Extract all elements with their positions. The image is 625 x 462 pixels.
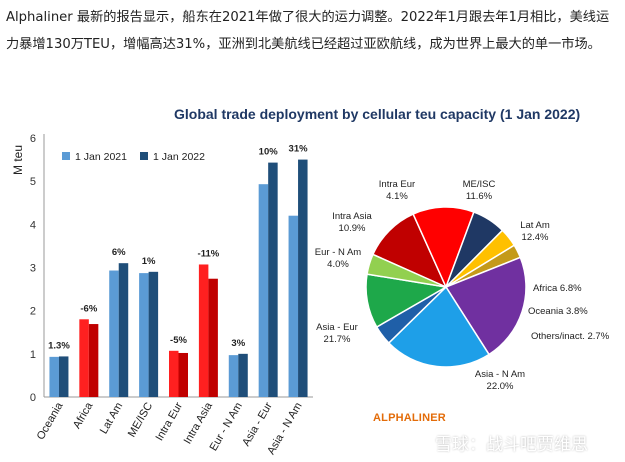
pie-label-pct: 12.4%	[522, 232, 549, 243]
bar-2022	[58, 356, 69, 397]
pie-label-pct: 10.9%	[339, 223, 366, 234]
bar-2021	[228, 355, 239, 397]
bar-2022	[238, 353, 248, 397]
pie-label-name: ME/ISC	[463, 179, 496, 190]
y-tick-label: 2	[30, 306, 36, 318]
chart-title: Global trade deployment by cellular teu …	[174, 106, 581, 122]
y-tick-label: 6	[30, 133, 36, 145]
change-label: 1%	[142, 256, 156, 267]
pie-label-name: Asia - N Am	[475, 369, 525, 380]
legend-swatch-2022	[140, 152, 148, 160]
pie-label-pct: 21.7%	[324, 334, 351, 345]
bar-2021	[288, 215, 299, 397]
pie-label-name: Lat Am	[520, 220, 550, 231]
pie-label: Oceania 3.8%	[528, 306, 588, 317]
change-label: -5%	[170, 335, 187, 346]
bar-2022	[118, 263, 129, 397]
brand-label: ALPHALINER	[373, 412, 446, 424]
y-tick-label: 3	[30, 263, 36, 275]
snowball-icon	[413, 436, 431, 454]
watermark-text: 雪球：战斗吧贾维思	[435, 435, 588, 455]
bar-2022	[268, 162, 278, 397]
watermark: 雪球：战斗吧贾维思	[413, 430, 588, 455]
legend-label-2021: 1 Jan 2021	[75, 151, 127, 163]
legend-label-2022: 1 Jan 2022	[153, 151, 205, 163]
change-label: 31%	[289, 144, 309, 155]
y-tick-label: 4	[30, 219, 36, 231]
pie-label-name: Intra Eur	[379, 179, 415, 190]
y-axis-label: M teu	[11, 145, 25, 175]
legend-swatch-2021	[62, 152, 70, 160]
change-label: 3%	[231, 338, 245, 349]
pie-slice	[366, 253, 447, 288]
bar-2022	[88, 324, 99, 397]
bar-2022	[298, 159, 308, 397]
pie-label: Africa 6.8%	[533, 283, 582, 294]
pie-label-name: Eur - N Am	[315, 247, 362, 258]
change-label: 6%	[112, 247, 126, 258]
y-tick-label: 5	[30, 176, 36, 188]
y-tick-label: 1	[30, 349, 36, 361]
bar-2021	[109, 270, 119, 397]
pie-label-name: Asia - Eur	[316, 322, 358, 333]
bar-2021	[258, 184, 269, 397]
bar-2021	[79, 319, 89, 397]
bar-2022	[178, 352, 188, 397]
change-label: -11%	[198, 248, 220, 259]
bar-2021	[49, 356, 59, 397]
pie-label-pct: 11.6%	[466, 191, 493, 202]
pie-label-pct: 4.1%	[386, 191, 408, 202]
bar-2022	[148, 271, 159, 397]
change-label: -6%	[80, 303, 97, 314]
intro-paragraph: Alphaliner 最新的报告显示，船东在2021年做了很大的运力调整。202…	[6, 10, 610, 52]
bar-2021	[139, 273, 149, 397]
bar-2021	[169, 350, 179, 397]
pie-label-name: Intra Asia	[332, 211, 372, 222]
bar-2022	[208, 278, 218, 397]
pie-label: Others/inact. 2.7%	[531, 331, 610, 342]
pie-slice	[387, 285, 491, 368]
change-label: 1.3%	[48, 340, 70, 351]
pie-slice	[412, 206, 475, 289]
pie-label-pct: 4.0%	[327, 259, 349, 270]
pie-slice	[444, 256, 527, 356]
bar-2021	[198, 264, 209, 397]
change-label: 10%	[259, 147, 279, 158]
y-tick-label: 0	[30, 392, 36, 404]
pie-label-pct: 22.0%	[487, 381, 514, 392]
